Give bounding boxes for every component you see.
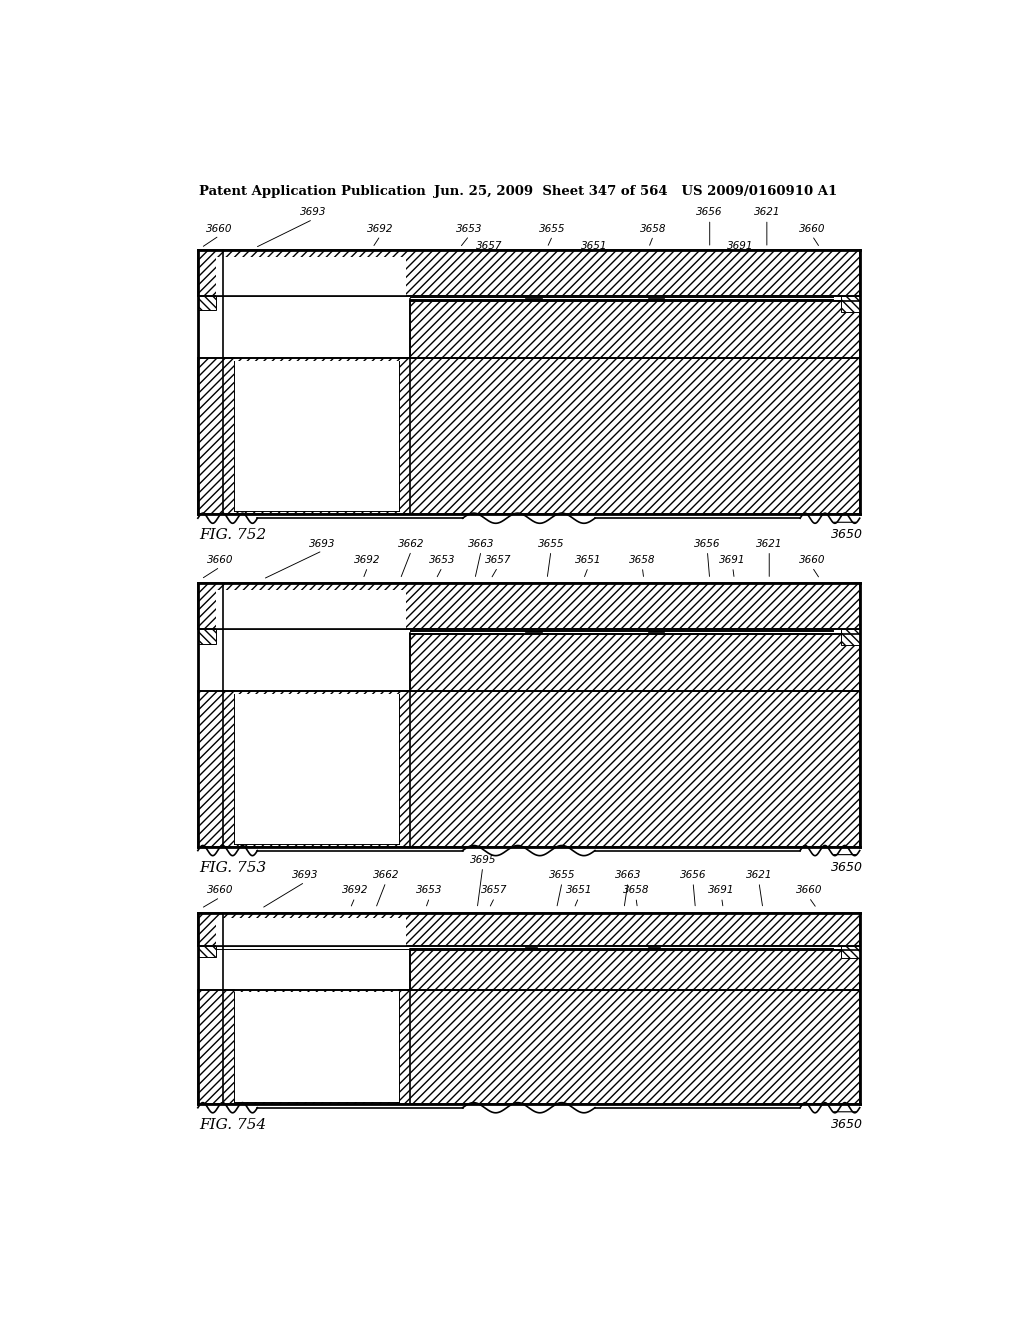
Text: 3656: 3656 [680,870,707,880]
Text: 3662: 3662 [373,870,399,880]
Text: 3657: 3657 [484,554,511,565]
Text: 3658: 3658 [640,223,667,234]
Text: FIG. 754: FIG. 754 [200,1118,266,1131]
Bar [198,583,860,628]
Bar [841,946,860,958]
Text: 3651: 3651 [575,554,601,565]
Text: 3655: 3655 [540,223,566,234]
Bar [198,690,860,846]
Bar [216,590,407,628]
Text: 3663: 3663 [614,870,641,880]
Text: Patent Application Publication: Patent Application Publication [200,185,426,198]
Bar [198,990,860,1104]
Text: 3656: 3656 [696,207,723,218]
Bar [410,634,860,690]
Text: 3651: 3651 [582,240,608,251]
Text: 3692: 3692 [368,223,393,234]
Text: 3660: 3660 [207,554,233,565]
Bar [216,257,407,296]
Text: 3660: 3660 [796,886,822,895]
Text: 3660: 3660 [206,223,232,234]
Text: 3692: 3692 [342,886,369,895]
Text: 3691: 3691 [709,886,735,895]
Bar [841,296,860,312]
Text: 3651: 3651 [565,886,592,895]
Text: 3660: 3660 [799,223,825,234]
Text: 3621: 3621 [756,539,782,549]
Text: 3650: 3650 [831,1118,863,1131]
Text: 3653: 3653 [456,223,482,234]
Bar [198,946,216,957]
Text: 3657: 3657 [481,886,508,895]
Bar [198,628,216,644]
Text: 3692: 3692 [354,554,381,565]
Bar [233,991,399,1102]
Bar [841,628,860,645]
Text: 3660: 3660 [207,886,233,895]
Text: 3693: 3693 [292,870,318,880]
Bar [198,296,216,310]
Bar [410,950,860,990]
Text: 3657: 3657 [476,240,503,251]
Text: Jun. 25, 2009  Sheet 347 of 564   US 2009/0160910 A1: Jun. 25, 2009 Sheet 347 of 564 US 2009/0… [433,185,837,198]
Text: 3695: 3695 [469,855,496,865]
Text: 3662: 3662 [398,539,425,549]
Bar [198,249,860,296]
Text: 3663: 3663 [468,539,495,549]
Text: 3621: 3621 [754,207,780,218]
Bar [410,301,860,358]
Text: 3650: 3650 [831,528,863,541]
Text: 3658: 3658 [629,554,655,565]
Bar [198,912,860,946]
Bar [216,917,407,946]
Text: 3660: 3660 [799,554,825,565]
Text: FIG. 752: FIG. 752 [200,528,266,543]
Text: 3650: 3650 [831,861,863,874]
Text: 3653: 3653 [417,886,442,895]
Text: 3691: 3691 [727,240,754,251]
Text: 3693: 3693 [309,539,336,549]
Text: 3621: 3621 [745,870,772,880]
Text: 3656: 3656 [694,539,721,549]
Text: 3691: 3691 [720,554,745,565]
Bar [233,693,399,843]
Text: 3693: 3693 [300,207,327,218]
Text: 3655: 3655 [549,870,575,880]
Text: 3653: 3653 [429,554,456,565]
Text: 3658: 3658 [623,886,649,895]
Text: FIG. 753: FIG. 753 [200,861,266,875]
Bar [198,358,860,515]
Bar [233,360,399,511]
Text: 3655: 3655 [538,539,564,549]
